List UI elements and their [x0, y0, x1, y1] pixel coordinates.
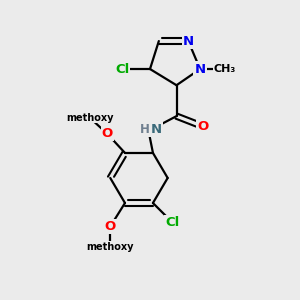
Text: CH₃: CH₃	[214, 64, 236, 74]
Text: N: N	[183, 34, 194, 48]
Text: Cl: Cl	[165, 216, 179, 229]
Text: O: O	[102, 127, 113, 140]
Text: Cl: Cl	[115, 62, 129, 76]
Text: O: O	[105, 220, 116, 233]
Text: N: N	[151, 123, 162, 136]
Text: H: H	[140, 123, 150, 136]
Text: N: N	[194, 62, 206, 76]
Text: O: O	[197, 120, 208, 133]
Text: methoxy: methoxy	[66, 112, 113, 123]
Text: methoxy: methoxy	[86, 242, 134, 252]
